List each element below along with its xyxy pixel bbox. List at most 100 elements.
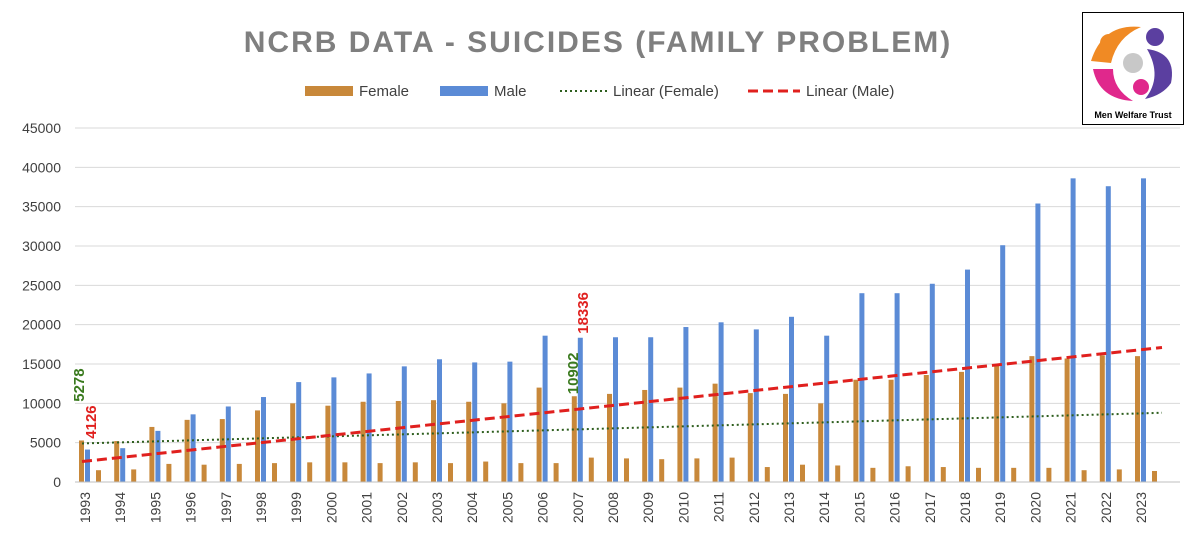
x-tick-label: 2019 [992,492,1008,523]
bar-female-2019 [994,365,1000,482]
x-tick-label: 2023 [1133,492,1149,523]
bar-female-2004 [466,401,472,482]
x-tick-label: 2004 [464,492,480,523]
bar-female-2011 [712,383,718,482]
bar-female-2022 [1099,355,1105,482]
x-tick-label: 2003 [429,492,445,523]
bar-female-1995 [149,426,155,482]
logo-graphic [1091,26,1172,101]
x-tick-label: 1994 [112,492,128,523]
legend-swatch-female [305,86,353,96]
bar-male-2018 [965,269,970,482]
bar-secondary-2007 [588,457,594,482]
bar-secondary-1995 [166,463,172,482]
x-tick-label: 2016 [887,492,903,523]
bar-female-2020 [1029,356,1035,482]
bar-male-2000 [331,377,337,482]
bar-female-2015 [853,379,859,482]
bar-male-2017 [929,283,935,482]
bar-secondary-1999 [307,462,313,482]
y-tick-label: 5000 [30,435,61,451]
bar-male-2011 [718,322,724,482]
x-tick-label: 2000 [323,492,339,523]
y-tick-label: 20000 [22,317,61,333]
x-tick-label: 2018 [957,492,973,523]
legend-label-linear-female: Linear (Female) [613,83,719,100]
bar-secondary-2000 [342,462,348,482]
bar-male-2020 [1035,203,1041,482]
logo-figure-orange [1091,26,1141,63]
x-tick-label: 2021 [1063,492,1079,523]
bar-secondary-2018 [976,467,981,482]
data-label-10902: 10902 [565,353,582,395]
bar-female-2007 [571,396,577,482]
bar-secondary-2002 [412,462,418,482]
bar-secondary-2006 [553,463,559,482]
x-tick-label: 2013 [781,492,797,523]
logo-head-pink [1133,79,1149,95]
legend: Female Male Linear (Female) Linear (Male) [305,83,894,100]
bar-secondary-2022 [1116,469,1122,482]
bar-female-1998 [255,410,260,482]
bar-male-2001 [366,373,372,482]
x-axis: 1993 1994 1995 1996 1997 1998 1999 2000 2001 2002… [75,481,1180,523]
bar-secondary-2004 [483,461,489,482]
bar-male-1998 [261,397,266,482]
x-tick-label: 2014 [816,492,832,523]
bar-female-2003 [431,400,436,482]
bar-male-2008 [613,337,618,482]
x-tick-label: 2009 [640,492,656,523]
x-tick-label: 1995 [147,492,163,523]
logo-head-purple [1146,28,1164,46]
x-tick-label: 1993 [77,492,93,523]
bar-female-1997 [219,419,225,482]
bar-secondary-2003 [448,463,453,482]
chart-title: NCRB DATA - SUICIDES (FAMILY PROBLEM) [244,26,952,59]
bar-secondary-1993 [96,470,101,482]
bar-female-1994 [114,441,120,482]
bar-secondary-2023 [1152,470,1157,482]
bar-male-2005 [507,361,513,482]
bar-female-2021 [1064,358,1070,482]
bar-male-2013 [789,316,794,482]
x-tick-label: 1996 [183,492,199,523]
legend-label-female: Female [359,83,409,100]
x-tick-label: 2008 [605,492,621,523]
data-label-18336: 18336 [575,292,592,334]
bar-secondary-2010 [694,458,700,482]
x-tick-label: 2002 [394,492,410,523]
x-tick-label: 2007 [570,492,586,523]
bar-female-2006 [536,387,542,482]
x-tick-label: 2001 [359,492,375,523]
bar-male-1993 [85,449,90,482]
y-tick-label: 0 [53,474,61,490]
bar-male-2002 [401,366,407,482]
bar-secondary-2012 [764,467,770,482]
bar-female-2018 [959,371,964,482]
bar-secondary-1998 [272,463,277,482]
bar-secondary-1997 [236,463,242,482]
bar-secondary-1996 [201,464,207,482]
y-tick-label: 30000 [22,238,61,254]
x-tick-label: 1998 [253,492,269,523]
x-tick-label: 2011 [711,492,727,522]
bar-male-2023 [1141,178,1146,482]
bar-male-2006 [542,335,548,482]
bar-secondary-2011 [729,457,735,482]
data-label-4126: 4126 [83,405,100,438]
y-tick-label: 40000 [22,159,61,175]
bar-secondary-2005 [518,463,524,482]
y-tick-label: 10000 [22,395,61,411]
bar-female-2014 [818,403,824,482]
bar-male-2012 [753,329,759,482]
x-tick-label: 2017 [922,492,938,523]
bar-secondary-2015 [870,467,876,482]
x-tick-label: 2012 [746,492,762,523]
bar-secondary-2013 [800,464,805,482]
trendline-dashed [81,345,1163,464]
bar-secondary-2009 [659,459,665,482]
trendlines [81,345,1163,464]
